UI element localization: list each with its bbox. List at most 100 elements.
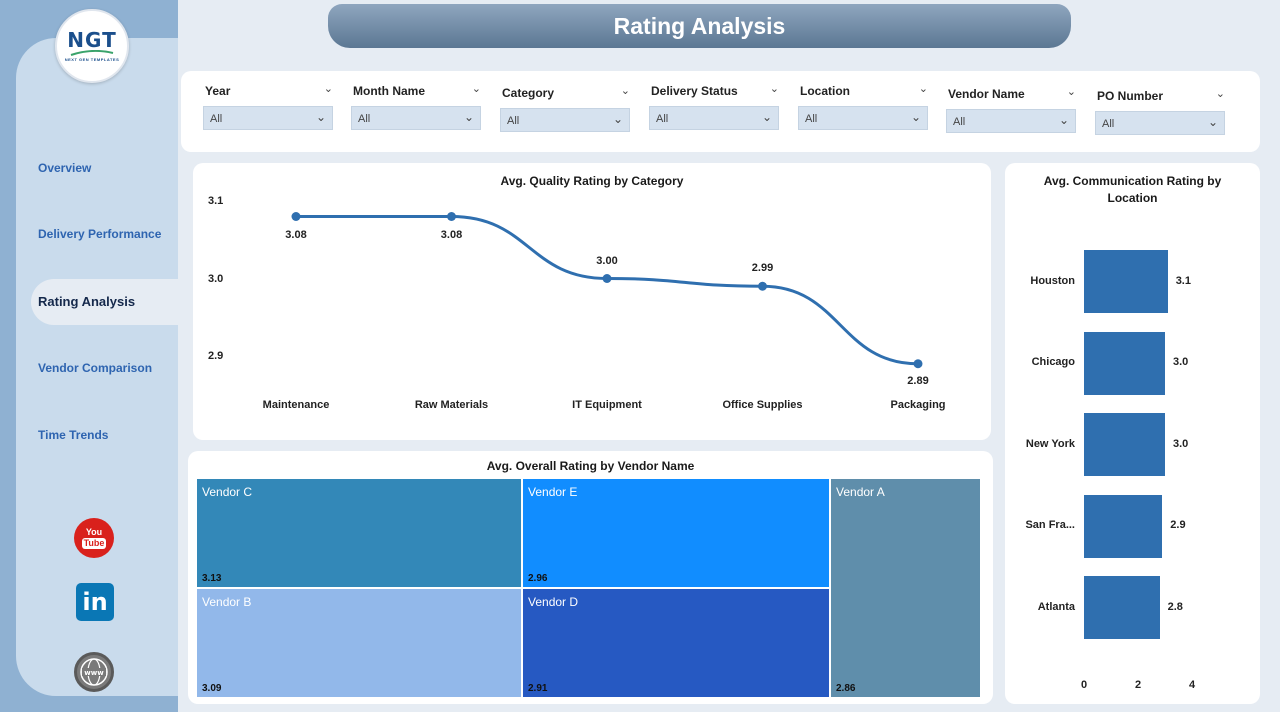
bar[interactable] [1084, 576, 1160, 639]
filter-bar: Year ⌄ All ⌄ Month Name ⌄ All ⌄ Category… [181, 71, 1260, 152]
sidebar-item-delivery-performance[interactable]: Delivery Performance [38, 227, 162, 241]
sidebar-item-rating-analysis[interactable]: Rating Analysis [38, 294, 136, 309]
treemap-tile-vendor-a[interactable]: Vendor A 2.86 [830, 478, 981, 698]
treemap-tile-vendor-b[interactable]: Vendor B 3.09 [196, 588, 522, 698]
data-point[interactable] [758, 281, 767, 291]
data-point[interactable] [447, 212, 456, 221]
youtube-icon[interactable]: You Tube [74, 518, 114, 558]
chevron-down-icon[interactable]: ⌄ [1215, 88, 1225, 100]
y-tick-label: Atlanta [1037, 600, 1075, 613]
data-label: 3.00 [596, 254, 618, 267]
globe-icon: www [80, 658, 108, 686]
data-label: 3.1 [1175, 274, 1191, 287]
filter-label: PO Number [1097, 89, 1164, 103]
data-point[interactable] [913, 359, 923, 369]
x-tick-label: 4 [1188, 679, 1196, 691]
linkedin-icon[interactable]: in [76, 583, 114, 621]
filter-dropdown[interactable]: All ⌄ [946, 109, 1076, 133]
tile-value: 2.86 [836, 683, 856, 694]
page-title-banner: Rating Analysis [328, 4, 1071, 48]
x-tick-label: 2 [1134, 679, 1142, 691]
treemap-tile-vendor-d[interactable]: Vendor D 2.91 [522, 588, 830, 698]
chevron-down-icon[interactable]: ⌄ [1058, 113, 1069, 127]
logo-text: NGT [67, 28, 117, 52]
filter-label: Month Name [353, 84, 425, 98]
tile-name: Vendor B [202, 595, 252, 609]
bar[interactable] [1084, 413, 1165, 476]
chevron-down-icon[interactable]: ⌄ [769, 83, 779, 95]
chevron-down-icon[interactable]: ⌄ [315, 110, 326, 124]
bar[interactable] [1084, 494, 1163, 558]
filter-label: Year [205, 84, 231, 98]
filter-value: All [358, 113, 371, 125]
filter-dropdown[interactable]: All ⌄ [798, 106, 928, 130]
treemap-tile-vendor-e[interactable]: Vendor E 2.96 [522, 478, 830, 588]
logo[interactable]: NGT NEXT GEN TEMPLATES [55, 9, 129, 83]
tile-name: Vendor E [528, 485, 578, 499]
youtube-icon-top-text: You [85, 526, 103, 537]
y-tick-label: 3.1 [208, 195, 224, 207]
chart-title: Avg. Communication Rating by Location [1043, 174, 1222, 205]
bar[interactable] [1084, 331, 1165, 395]
filter-dropdown[interactable]: All ⌄ [351, 106, 481, 130]
logo-subtext: NEXT GEN TEMPLATES [64, 57, 120, 62]
data-point[interactable] [291, 212, 301, 221]
sidebar-active-highlight [31, 279, 178, 325]
treemap-tile-vendor-c[interactable]: Vendor C 3.13 [196, 478, 522, 588]
tile-name: Vendor C [202, 485, 253, 499]
x-tick-label: 0 [1080, 679, 1088, 691]
data-label: 2.8 [1167, 600, 1183, 613]
chevron-down-icon[interactable]: ⌄ [471, 83, 481, 95]
chevron-down-icon[interactable]: ⌄ [918, 83, 928, 95]
chevron-down-icon[interactable]: ⌄ [323, 83, 333, 95]
sidebar-item-overview[interactable]: Overview [38, 161, 92, 175]
y-tick-label: Houston [1030, 274, 1075, 287]
communication-rating-chart-card: Avg. Communication Rating by Location Ho… [1005, 163, 1260, 704]
y-tick-label: Chicago [1031, 356, 1075, 368]
filter-label: Delivery Status [651, 84, 738, 98]
filter-value: All [1102, 118, 1115, 130]
y-tick-label: 2.9 [208, 350, 224, 362]
data-label: 3.08 [440, 228, 463, 241]
filter-value: All [953, 116, 966, 128]
data-point[interactable] [602, 274, 612, 283]
chevron-down-icon[interactable]: ⌄ [620, 85, 630, 97]
chevron-down-icon[interactable]: ⌄ [761, 110, 772, 124]
series-line [296, 215, 919, 366]
tile-value: 3.13 [202, 573, 222, 584]
tile-name: Vendor A [836, 485, 885, 499]
sidebar-item-time-trends[interactable]: Time Trends [38, 428, 109, 442]
tile-value: 2.96 [528, 573, 548, 584]
chart-title: Avg. Overall Rating by Vendor Name [486, 459, 695, 473]
chevron-down-icon[interactable]: ⌄ [612, 112, 623, 126]
filter-dropdown[interactable]: All ⌄ [649, 106, 779, 130]
quality-rating-chart-card: Avg. Quality Rating by Category 3.1 3.0 … [193, 163, 991, 440]
data-label: 2.9 [1170, 519, 1186, 531]
filter-value: All [656, 113, 669, 125]
chevron-down-icon[interactable]: ⌄ [1207, 115, 1218, 129]
bar[interactable] [1084, 250, 1168, 313]
y-tick-label: New York [1025, 437, 1075, 450]
x-tick-label: Packaging [890, 399, 946, 411]
tile-value: 2.91 [528, 683, 548, 694]
data-label: 3.0 [1173, 356, 1189, 368]
chevron-down-icon[interactable]: ⌄ [1066, 86, 1076, 98]
website-globe-icon[interactable]: www [74, 652, 114, 692]
filter-label: Location [800, 84, 850, 98]
logo-swoosh-icon [70, 50, 114, 56]
chart-title: Avg. Quality Rating by Category [500, 174, 684, 188]
linkedin-icon-text: in [82, 588, 108, 616]
y-tick-label: 3.0 [208, 273, 224, 285]
chevron-down-icon[interactable]: ⌄ [910, 110, 921, 124]
overall-rating-treemap-card: Avg. Overall Rating by Vendor Name Vendo… [188, 451, 993, 704]
x-tick-label: Office Supplies [722, 399, 803, 411]
filter-dropdown[interactable]: All ⌄ [1095, 111, 1225, 135]
sidebar-item-vendor-comparison[interactable]: Vendor Comparison [38, 361, 153, 375]
data-label: 3.08 [285, 228, 307, 241]
filter-dropdown[interactable]: All ⌄ [203, 106, 333, 130]
chevron-down-icon[interactable]: ⌄ [463, 110, 474, 124]
filter-value: All [507, 115, 520, 127]
filter-dropdown[interactable]: All ⌄ [500, 108, 630, 132]
svg-text:www: www [84, 669, 104, 677]
